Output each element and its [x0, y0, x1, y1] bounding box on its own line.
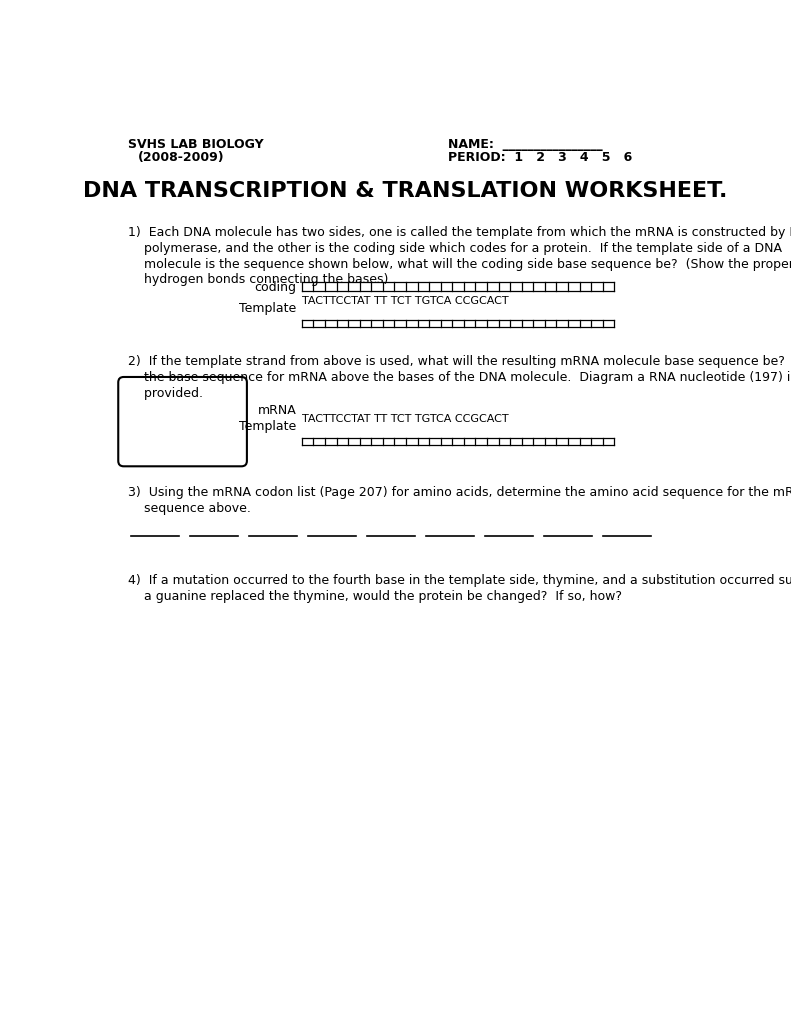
Text: molecule is the sequence shown below, what will the coding side base sequence be: molecule is the sequence shown below, wh… [128, 258, 791, 270]
Text: 1)  Each DNA molecule has two sides, one is called the template from which the m: 1) Each DNA molecule has two sides, one … [128, 226, 791, 239]
Text: (2008-2009): (2008-2009) [138, 151, 225, 164]
Text: the base sequence for mRNA above the bases of the DNA molecule.  Diagram a RNA n: the base sequence for mRNA above the bas… [128, 372, 791, 384]
Text: mRNA: mRNA [258, 404, 297, 418]
Text: 4)  If a mutation occurred to the fourth base in the template side, thymine, and: 4) If a mutation occurred to the fourth … [128, 574, 791, 587]
Text: Template: Template [239, 302, 297, 315]
Text: sequence above.: sequence above. [128, 502, 252, 515]
Text: TACTTCCTAT TT TCT TGTCA CCGCACT: TACTTCCTAT TT TCT TGTCA CCGCACT [302, 414, 509, 424]
Text: DNA TRANSCRIPTION & TRANSLATION WORKSHEET.: DNA TRANSCRIPTION & TRANSLATION WORKSHEE… [83, 181, 728, 202]
Text: Template: Template [239, 420, 297, 433]
Text: coding: coding [255, 282, 297, 294]
Text: PERIOD:  1   2   3   4   5   6: PERIOD: 1 2 3 4 5 6 [448, 151, 632, 164]
Text: polymerase, and the other is the coding side which codes for a protein.  If the : polymerase, and the other is the coding … [128, 242, 782, 255]
Text: provided.: provided. [128, 387, 203, 400]
Text: 3)  Using the mRNA codon list (Page 207) for amino acids, determine the amino ac: 3) Using the mRNA codon list (Page 207) … [128, 486, 791, 500]
Text: 2)  If the template strand from above is used, what will the resulting mRNA mole: 2) If the template strand from above is … [128, 355, 791, 369]
Text: TACTTCCTAT TT TCT TGTCA CCGCACT: TACTTCCTAT TT TCT TGTCA CCGCACT [302, 296, 509, 306]
Text: NAME:  ________________: NAME: ________________ [448, 137, 602, 151]
Text: SVHS LAB BIOLOGY: SVHS LAB BIOLOGY [128, 137, 264, 151]
FancyBboxPatch shape [118, 377, 247, 466]
Text: hydrogen bonds connecting the bases): hydrogen bonds connecting the bases) [128, 273, 388, 287]
Text: a guanine replaced the thymine, would the protein be changed?  If so, how?: a guanine replaced the thymine, would th… [128, 590, 623, 603]
